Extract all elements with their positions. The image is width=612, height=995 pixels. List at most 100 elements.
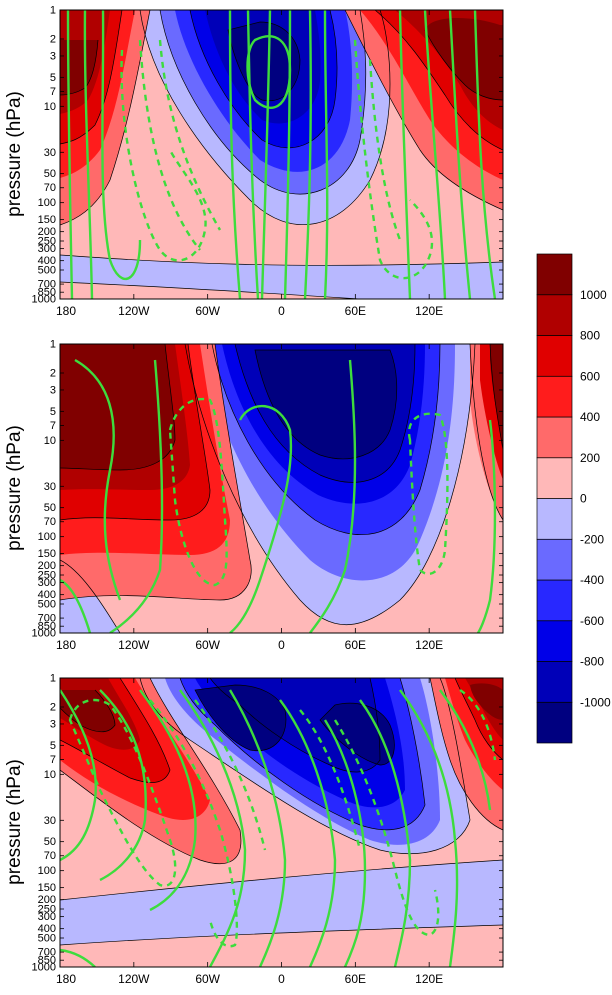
y-tick-label: 2 <box>50 33 56 45</box>
y-tick-label: 70 <box>44 516 56 528</box>
y-tick-label: 250 <box>38 904 56 916</box>
x-tick-label: 0 <box>278 972 285 986</box>
y-tick-label: 700 <box>38 947 56 959</box>
y-tick-label: 1 <box>50 5 56 17</box>
y-tick-label: 200 <box>38 894 56 906</box>
panel-middle-ylabel: pressure (hPa) <box>4 425 25 551</box>
x-tick-label: 120W <box>118 972 150 986</box>
colorbar-label: 600 <box>580 369 600 383</box>
panel-top-ylabel: pressure (hPa) <box>4 91 25 217</box>
y-tick-label: 500 <box>38 599 56 611</box>
y-tick-label: 850 <box>38 955 56 967</box>
panel-bottom-green-contours <box>60 689 497 967</box>
y-tick-label: 7 <box>50 754 56 766</box>
y-tick-label: 200 <box>38 560 56 572</box>
colorbar-label: 1000 <box>580 288 607 302</box>
y-tick-label: 150 <box>38 214 56 226</box>
y-tick-label: 30 <box>44 147 56 159</box>
panel-middle-green-contours <box>60 358 497 633</box>
panel-middle-fill <box>60 344 503 633</box>
x-tick-label: 60W <box>195 304 220 318</box>
x-tick-label: 120E <box>415 304 443 318</box>
colorbar-label: 800 <box>580 329 600 343</box>
y-tick-label: 100 <box>38 197 56 209</box>
colorbar-swatch <box>536 538 573 581</box>
colorbar-swatch <box>536 457 573 499</box>
y-tick-label: 400 <box>38 255 56 267</box>
colorbar-swatch <box>536 294 573 336</box>
y-tick-label: 50 <box>44 836 56 848</box>
x-tick-label: 60W <box>195 638 220 652</box>
panel-top-green-contours <box>66 10 497 299</box>
y-tick-label: 7 <box>50 86 56 98</box>
colorbar-label: -1000 <box>580 695 611 709</box>
colorbar-swatch <box>536 335 573 377</box>
x-tick-label: 120E <box>415 972 443 986</box>
y-tick-label: 200 <box>38 226 56 238</box>
x-tick-label: 120E <box>415 638 443 652</box>
y-tick-label: 500 <box>38 265 56 277</box>
y-tick-label: 700 <box>38 279 56 291</box>
colorbar-swatch <box>536 661 573 703</box>
y-tick-label: 1000 <box>32 962 56 974</box>
y-tick-label: 400 <box>38 923 56 935</box>
colorbar-swatch <box>536 375 573 418</box>
colorbar-label: -600 <box>580 614 604 628</box>
y-tick-label: 100 <box>38 531 56 543</box>
x-tick-label: 60E <box>345 638 366 652</box>
y-tick-label: 250 <box>38 236 56 248</box>
y-tick-label: 5 <box>50 72 56 84</box>
colorbar-swatch <box>536 620 573 662</box>
colorbar-swatch <box>536 579 573 622</box>
y-tick-label: 1000 <box>32 294 56 306</box>
y-tick-label: 2 <box>50 367 56 379</box>
x-tick-label: 180 <box>56 972 76 986</box>
y-tick-label: 300 <box>38 243 56 255</box>
colorbar-label: -200 <box>580 532 604 546</box>
y-tick-label: 2 <box>50 701 56 713</box>
y-tick-label: 300 <box>38 911 56 923</box>
y-tick-label: 400 <box>38 589 56 601</box>
y-tick-label: 1000 <box>32 628 56 640</box>
y-tick-label: 300 <box>38 577 56 589</box>
colorbar-label: -800 <box>580 655 604 669</box>
y-tick-label: 3 <box>50 718 56 730</box>
y-tick-label: 7 <box>50 420 56 432</box>
x-tick-label: 0 <box>278 304 285 318</box>
y-tick-label: 10 <box>44 101 56 113</box>
colorbar: -1000 -800 -600 -400 -200 0 200 400 600 800 1000 <box>536 253 611 744</box>
colorbar-swatch <box>536 253 573 296</box>
y-tick-label: 1 <box>50 339 56 351</box>
y-tick-label: 150 <box>38 548 56 560</box>
y-tick-label: 150 <box>38 882 56 894</box>
y-tick-label: 10 <box>44 435 56 447</box>
y-tick-label: 850 <box>38 621 56 633</box>
colorbar-swatch <box>536 416 573 459</box>
y-tick-label: 100 <box>38 865 56 877</box>
y-tick-label: 3 <box>50 50 56 62</box>
y-tick-label: 30 <box>44 481 56 493</box>
y-tick-label: 70 <box>44 182 56 194</box>
x-tick-label: 60W <box>195 972 220 986</box>
colorbar-swatch <box>536 498 573 540</box>
y-tick-label: 50 <box>44 168 56 180</box>
x-tick-label: 0 <box>278 638 285 652</box>
colorbar-swatch <box>536 701 573 744</box>
panel-bottom-ylabel: pressure (hPa) <box>4 759 25 885</box>
colorbar-label: 200 <box>580 451 600 465</box>
x-tick-label: 180 <box>56 638 76 652</box>
x-tick-label: 180 <box>56 304 76 318</box>
x-tick-label: 120W <box>118 304 150 318</box>
colorbar-label: 0 <box>580 492 587 506</box>
y-tick-label: 5 <box>50 740 56 752</box>
x-tick-label: 60E <box>345 972 366 986</box>
y-tick-label: 1 <box>50 673 56 685</box>
y-tick-label: 500 <box>38 933 56 945</box>
y-tick-label: 70 <box>44 850 56 862</box>
panel-top-fill <box>60 10 503 299</box>
